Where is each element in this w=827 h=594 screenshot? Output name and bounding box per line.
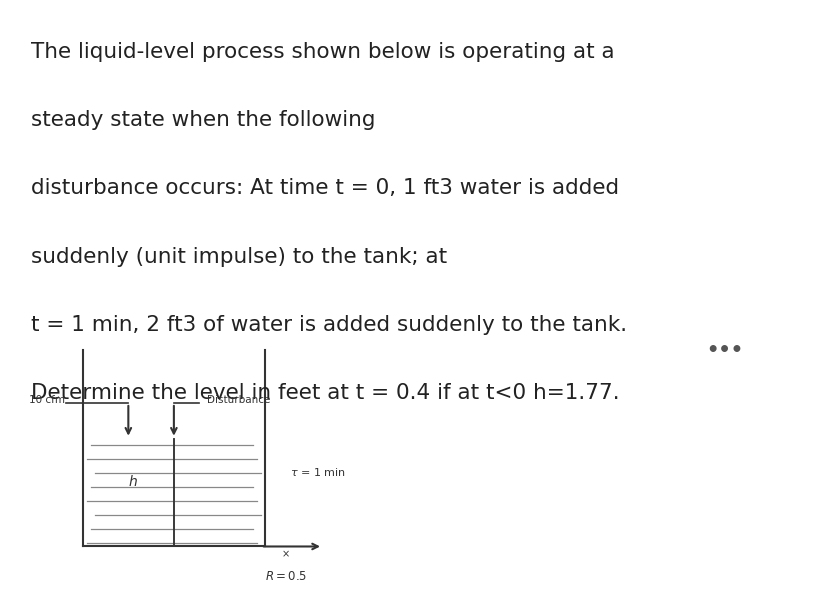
Text: Disturbance: Disturbance [207, 395, 270, 405]
Text: $\times$: $\times$ [281, 549, 289, 560]
Text: steady state when the following: steady state when the following [31, 110, 375, 130]
Text: The liquid-level process shown below is operating at a: The liquid-level process shown below is … [31, 42, 614, 62]
Text: t = 1 min, 2 ft3 of water is added suddenly to the tank.: t = 1 min, 2 ft3 of water is added sudde… [31, 315, 627, 335]
Text: 10 cfm: 10 cfm [29, 395, 65, 405]
Text: disturbance occurs: At time t = 0, 1 ft3 water is added: disturbance occurs: At time t = 0, 1 ft3… [31, 178, 619, 198]
Text: $\tau$ = 1 min: $\tau$ = 1 min [289, 466, 345, 478]
Text: Determine the level in feet at t = 0.4 if at t<0 h=1.77.: Determine the level in feet at t = 0.4 i… [31, 383, 619, 403]
Text: •••: ••• [705, 341, 742, 360]
Text: $h$: $h$ [127, 474, 137, 489]
Text: suddenly (unit impulse) to the tank; at: suddenly (unit impulse) to the tank; at [31, 247, 447, 267]
Text: $R = 0.5$: $R = 0.5$ [265, 570, 306, 583]
